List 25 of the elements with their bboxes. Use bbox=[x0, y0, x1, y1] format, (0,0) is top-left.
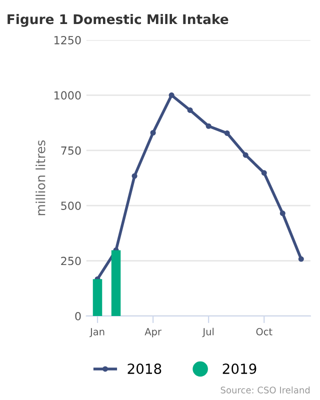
point bbox=[168, 92, 174, 98]
source-note: Source: CSO Ireland bbox=[220, 386, 310, 394]
point bbox=[224, 130, 230, 136]
legend-label: 2019 bbox=[222, 364, 256, 374]
x-tick-label: Oct bbox=[256, 328, 272, 336]
x-tick-label: Apr bbox=[144, 328, 162, 338]
legend-label: 2018 bbox=[128, 364, 162, 374]
y-tick-label: 750 bbox=[61, 146, 81, 155]
y-tick-label: 250 bbox=[61, 256, 81, 266]
y-axis-title: million litres bbox=[36, 140, 46, 216]
y-tick-label: 1250 bbox=[54, 36, 81, 44]
y-tick-label: 0 bbox=[75, 312, 81, 320]
y-tick-label: 1000 bbox=[54, 91, 81, 100]
point bbox=[261, 170, 267, 176]
point bbox=[298, 256, 304, 262]
point bbox=[206, 123, 212, 129]
point bbox=[280, 210, 286, 216]
point bbox=[150, 130, 156, 136]
x-tick-label: Jul bbox=[202, 328, 214, 338]
point bbox=[187, 107, 193, 113]
chart-title: Figure 1 Domestic Milk Intake bbox=[8, 14, 228, 27]
x-tick-label: Jan bbox=[90, 328, 104, 338]
point bbox=[132, 173, 138, 179]
point bbox=[242, 152, 248, 158]
y-tick-label: 500 bbox=[61, 202, 81, 210]
